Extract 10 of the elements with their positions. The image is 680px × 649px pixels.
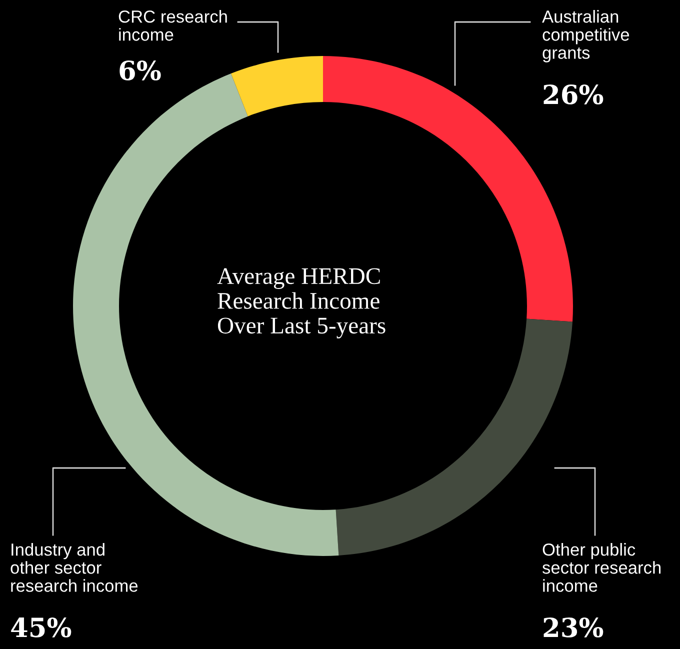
slice-label: Industry and other sector research income — [10, 543, 138, 592]
slice-label: Australian competitive grants — [542, 10, 630, 62]
text: Average HERDC Research Income Over Last 5-years — [217, 268, 386, 338]
data-label: 23% — [544, 617, 604, 638]
data-label: 45% — [11, 617, 72, 638]
slice-label: CRC research income — [118, 10, 227, 41]
data-label: 6% — [120, 60, 161, 80]
data-label: 26% — [544, 84, 604, 104]
slice-label: Other public sector research income — [542, 543, 661, 592]
donut-slice — [230, 56, 323, 116]
